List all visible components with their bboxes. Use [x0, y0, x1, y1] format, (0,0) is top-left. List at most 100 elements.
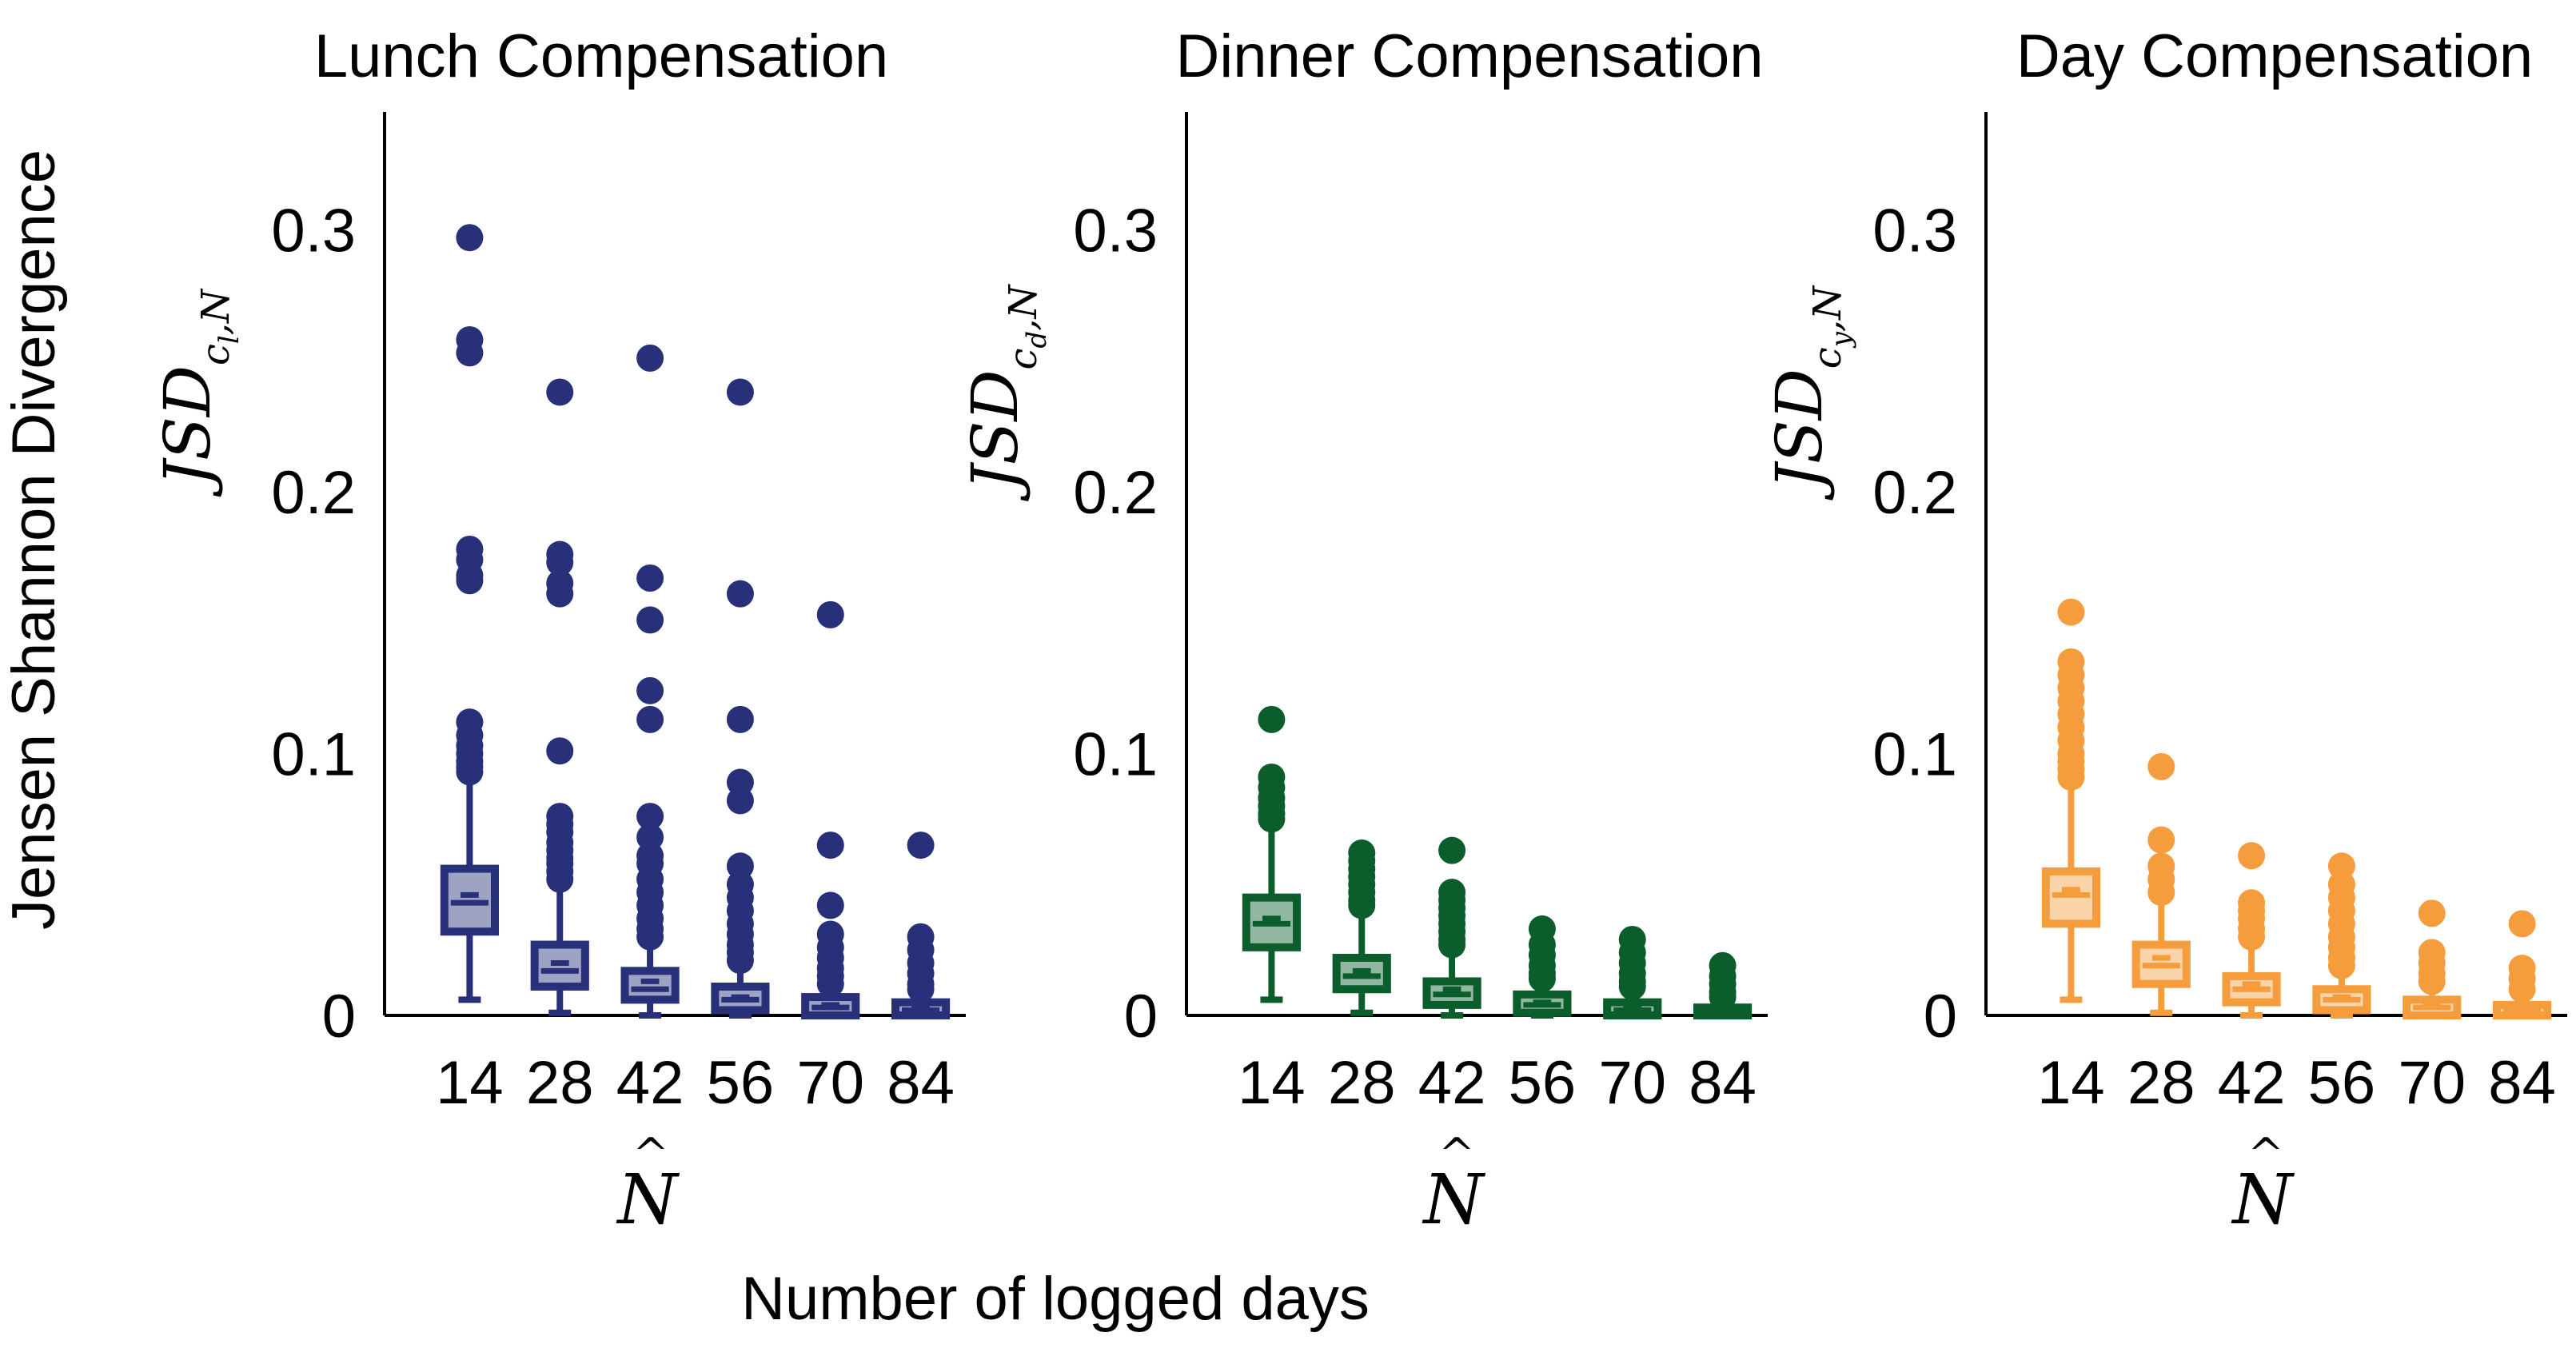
outlier-point — [636, 564, 664, 592]
x-tick-label: 84 — [887, 1049, 955, 1117]
x-tick-label: 42 — [1418, 1049, 1486, 1117]
outlier-point — [726, 705, 754, 733]
box-42 — [1422, 836, 1481, 1019]
outlier-point — [2418, 967, 2446, 995]
outlier-point — [636, 676, 664, 704]
box-42 — [2222, 842, 2281, 1019]
x-tick-label: 70 — [2398, 1049, 2466, 1117]
panel-ylabel: JSDcl,N — [150, 288, 245, 497]
x-tick-label: 14 — [436, 1049, 504, 1117]
outlier-point — [816, 600, 844, 628]
outlier-point — [2057, 598, 2085, 626]
y-tick-label: 0 — [322, 983, 356, 1051]
outlier-point — [726, 580, 754, 608]
outlier-point — [456, 567, 484, 595]
outlier-point — [816, 832, 844, 859]
outlier-point — [1438, 931, 1466, 959]
outlier-point — [1438, 836, 1466, 864]
x-tick-label: 70 — [796, 1049, 864, 1117]
outlier-point — [2508, 910, 2536, 938]
x-tick-label: 14 — [2037, 1049, 2105, 1117]
box-84 — [1693, 951, 1753, 1020]
outlier-point — [1258, 705, 1286, 733]
outlier-point — [546, 737, 574, 765]
x-tick-label: 28 — [1328, 1049, 1396, 1117]
outlier-point — [636, 803, 664, 831]
box-56 — [711, 378, 770, 1019]
outlier-point — [726, 787, 754, 815]
box-28 — [530, 378, 589, 1016]
box-28 — [1332, 839, 1391, 1016]
box-28 — [2131, 752, 2191, 1016]
panel-ylabel: JSDcy,N — [1762, 285, 1857, 501]
outlier-point — [907, 832, 935, 859]
outlier-point — [1618, 972, 1646, 1000]
outlier-point — [2057, 763, 2085, 791]
box-42 — [620, 344, 680, 1019]
outlier-point — [2147, 826, 2175, 854]
box-14 — [1242, 705, 1302, 1003]
outlier-point — [2147, 879, 2175, 907]
outlier-point — [816, 891, 844, 919]
svg-text:JSDcd,N: JSDcd,N — [958, 284, 1053, 502]
box-70 — [2403, 899, 2462, 1019]
panel-ylabel: JSDcd,N — [958, 284, 1053, 502]
outlier-point — [546, 865, 574, 893]
outlier-point — [546, 378, 574, 406]
panel-xlabel: N — [1422, 1160, 1485, 1240]
outlier-point — [636, 923, 664, 951]
outlier-point — [2508, 975, 2536, 1003]
y-tick-label: 0.2 — [1073, 459, 1158, 527]
box-14 — [2041, 598, 2101, 1003]
outlier-point — [456, 339, 484, 367]
panel-xlabel: N — [616, 1160, 680, 1240]
panel-dinner-compensation: Dinner Compensation JSDcd,N 0 0.1 0.2 0.3 14… — [958, 22, 1768, 1240]
y-tick-label: 0.3 — [1872, 197, 1957, 265]
x-tick-label: 42 — [616, 1049, 684, 1117]
x-tick-label: 42 — [2218, 1049, 2286, 1117]
panel-xlabel-hat: ^ — [632, 1129, 668, 1179]
panel-day-compensation: Day Compensation JSDcy,N 0 0.1 0.2 0.3 14 28 4… — [1762, 22, 2567, 1240]
x-tick-label: 70 — [1598, 1049, 1666, 1117]
y-tick-label: 0.2 — [1872, 459, 1957, 527]
y-tick-label: 0.3 — [271, 197, 356, 265]
box-56 — [1513, 915, 1572, 1019]
outlier-point — [546, 580, 574, 608]
panel-xlabel: N — [2231, 1160, 2295, 1240]
outlier-point — [907, 975, 935, 1003]
outlier-point — [2327, 951, 2355, 979]
x-tick-label: 56 — [2308, 1049, 2376, 1117]
box-70 — [801, 600, 860, 1020]
outlier-point — [546, 548, 574, 576]
box-iqr — [620, 967, 680, 1004]
box-70 — [1603, 926, 1662, 1019]
x-tick-label: 28 — [2127, 1049, 2195, 1117]
box-56 — [2312, 852, 2371, 1019]
panel-title: Lunch Compensation — [314, 22, 888, 90]
outlier-point — [2238, 923, 2266, 951]
y-tick-label: 0.2 — [271, 459, 356, 527]
outlier-point — [456, 224, 484, 252]
outlier-point — [1528, 965, 1556, 993]
outlier-point — [636, 344, 664, 372]
y-tick-label: 0.1 — [1872, 720, 1957, 788]
panel-title: Dinner Compensation — [1175, 22, 1763, 90]
outlier-point — [636, 606, 664, 634]
figure-ylabel: Jensen Shannon Divergence — [0, 150, 68, 930]
box-14 — [440, 224, 500, 1003]
panel-xlabel-hat: ^ — [2247, 1129, 2283, 1179]
outlier-point — [636, 705, 664, 733]
outlier-point — [1258, 805, 1286, 833]
panel-xlabel-hat: ^ — [1438, 1129, 1474, 1179]
svg-text:JSDcl,N: JSDcl,N — [150, 288, 245, 497]
outlier-point — [2147, 752, 2175, 780]
y-tick-label: 0.1 — [271, 720, 356, 788]
outlier-point — [2238, 842, 2266, 870]
x-tick-label: 56 — [707, 1049, 775, 1117]
box-84 — [2492, 910, 2552, 1020]
x-tick-label: 28 — [526, 1049, 594, 1117]
x-tick-label: 14 — [1238, 1049, 1306, 1117]
panel-title: Day Compensation — [2016, 22, 2533, 90]
outlier-point — [726, 378, 754, 406]
figure-xlabel: Number of logged days — [741, 1265, 1370, 1333]
